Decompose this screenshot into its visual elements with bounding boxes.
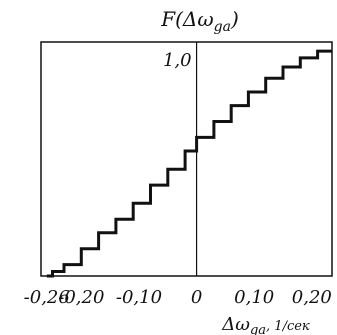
step-series-line <box>46 49 332 278</box>
x-axis-label-subscript: ga <box>250 323 266 335</box>
x-axis-label: Δωga, 1/сек <box>221 314 310 335</box>
x-tick-label: -0,10 <box>116 287 162 308</box>
chart-title-close: ) <box>230 7 239 31</box>
x-axis-label-main: Δω <box>221 314 250 335</box>
x-tick-label: -0,26 <box>24 287 70 308</box>
plot-frame <box>40 41 333 277</box>
y-tick-labels: 1,0 <box>163 50 192 71</box>
x-tick-labels: -0,26-0,20 -0,10 0 0,10 0,20 <box>24 287 332 308</box>
x-axis-label-unit: , 1/сек <box>266 319 310 334</box>
x-tick-label: 0,20 <box>292 287 332 308</box>
chart-title-subscript: ga <box>214 19 231 35</box>
x-tick-label: 0 <box>191 287 202 308</box>
chart-title-main: F(Δω <box>160 7 213 31</box>
x-tick-label: -0,20 <box>58 287 104 308</box>
chart-title: F(Δωga) <box>160 7 239 35</box>
y-tick-label: 1,0 <box>163 50 192 71</box>
x-tick-label: 0,10 <box>234 287 274 308</box>
